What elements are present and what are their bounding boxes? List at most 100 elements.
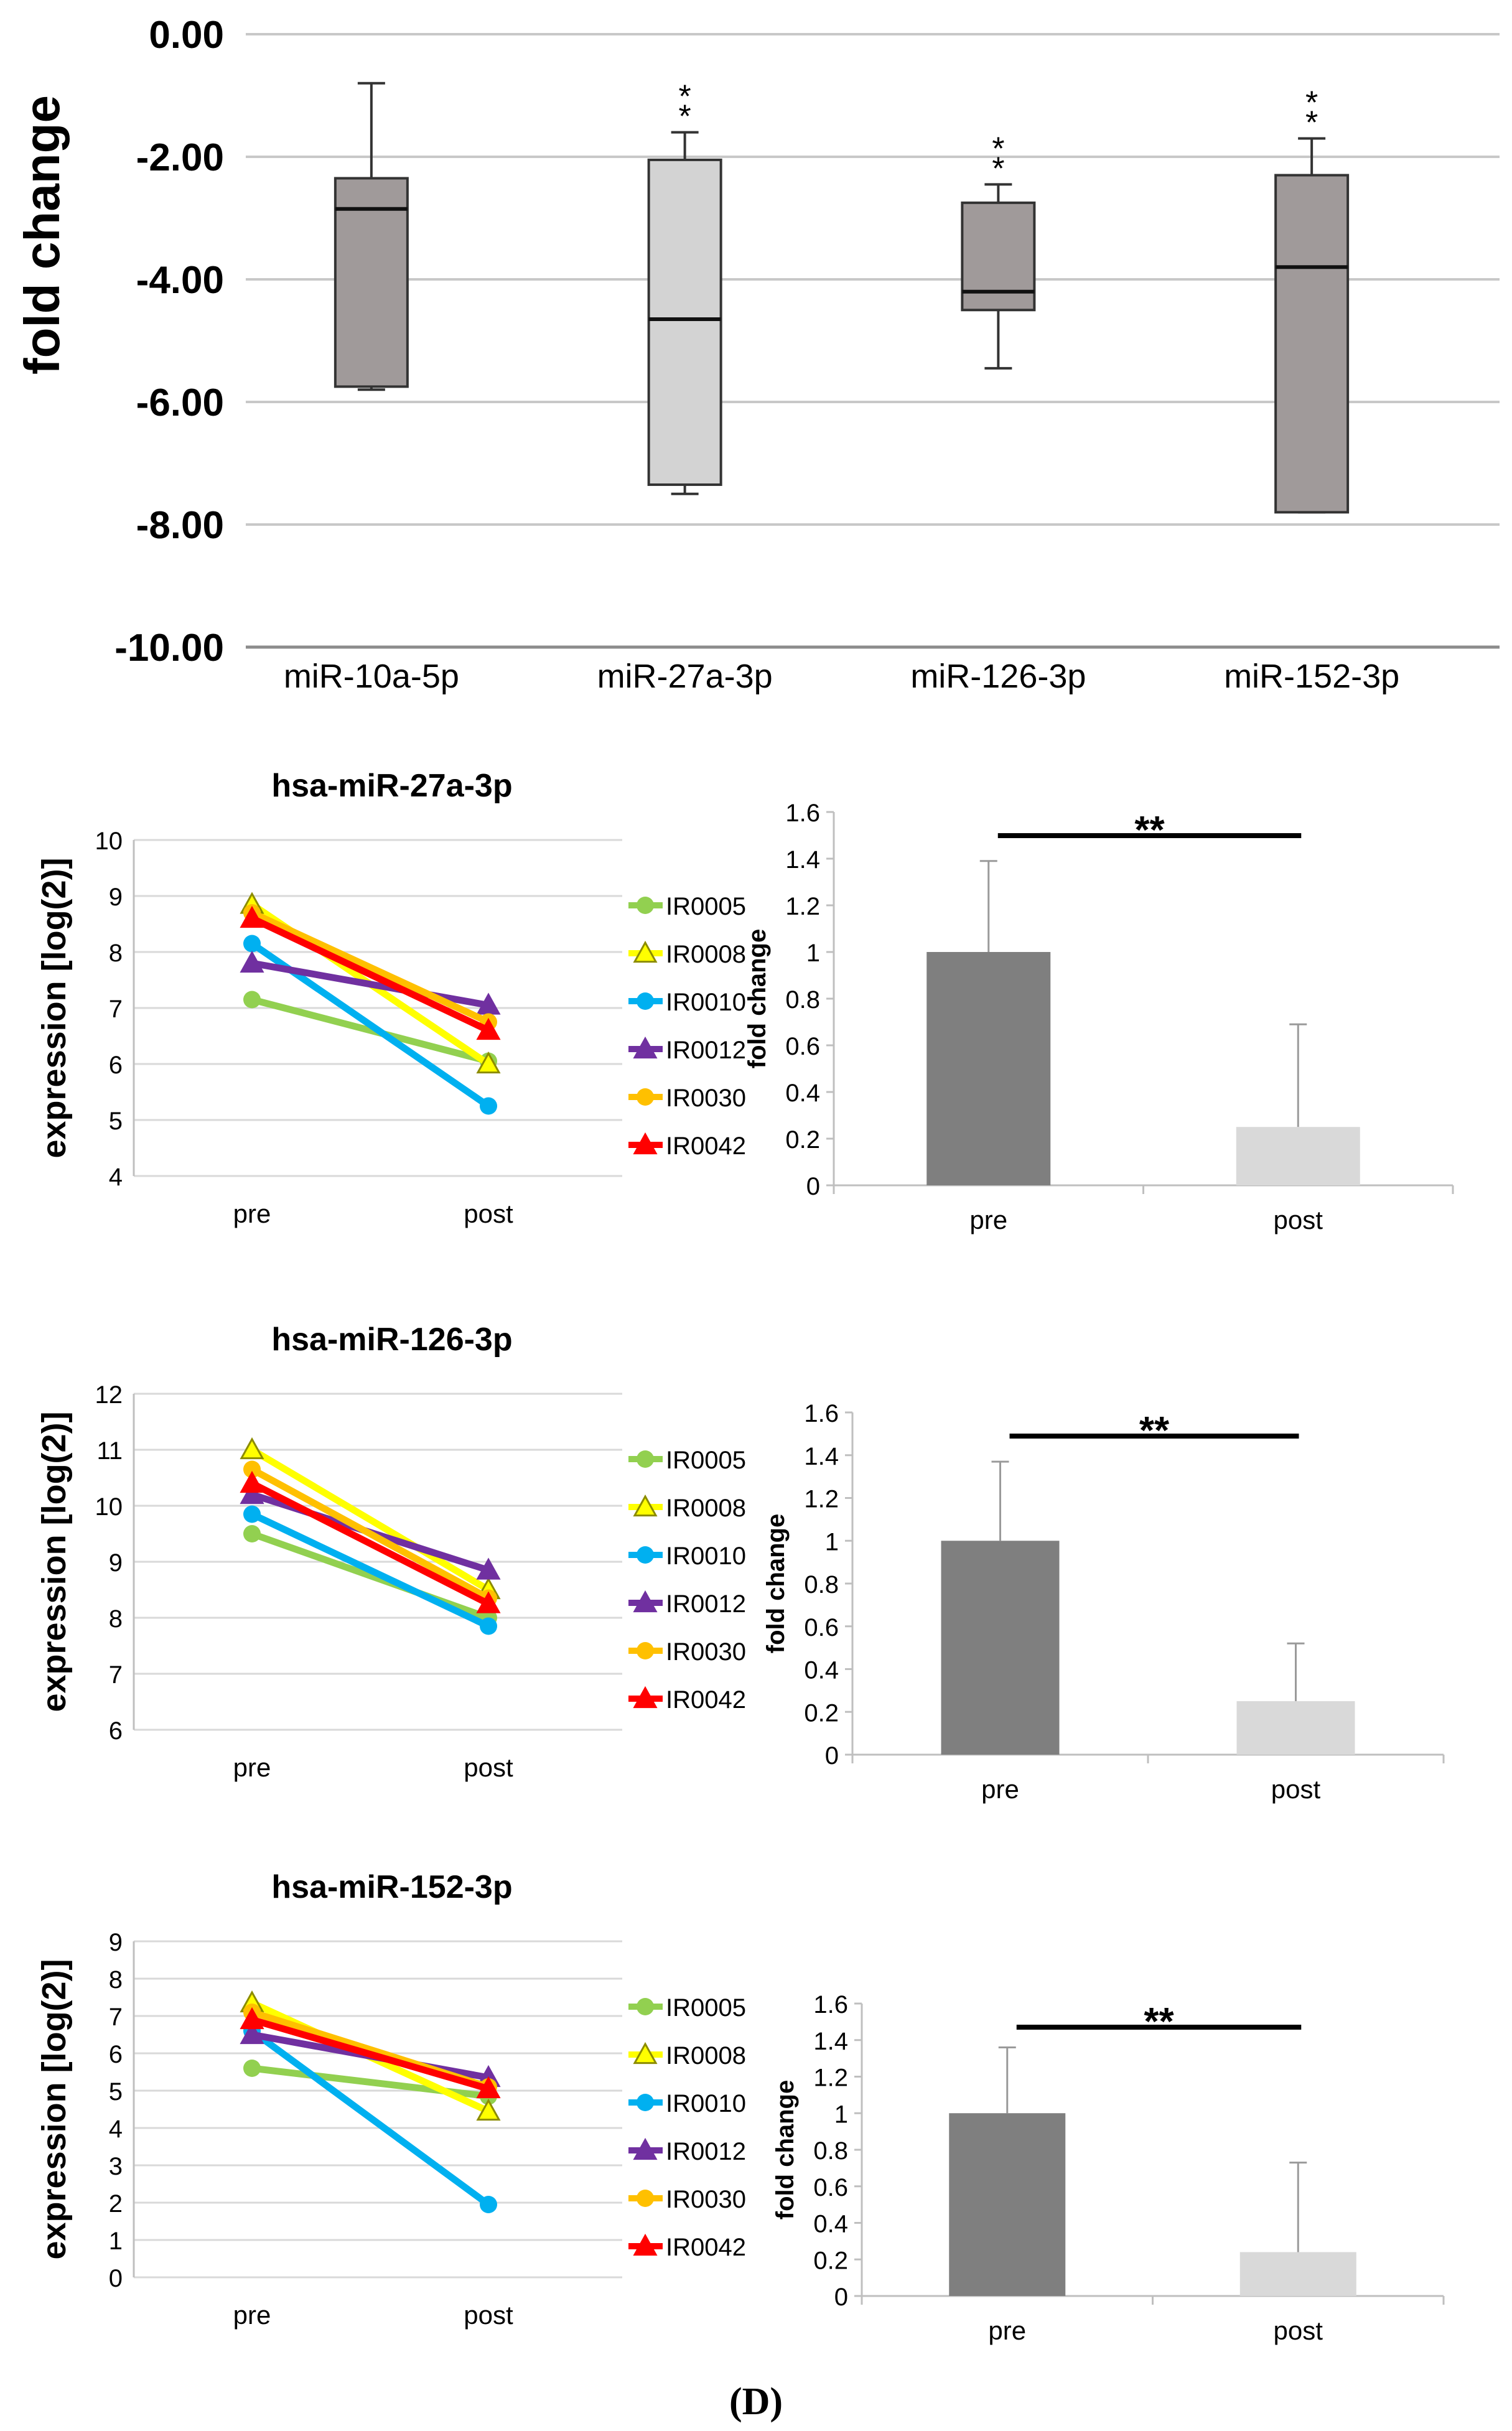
series-line <box>248 1480 492 1607</box>
y-tick-label: -6.00 <box>136 381 224 424</box>
chart-title: hsa-miR-126-3p <box>271 1322 512 1358</box>
series-line <box>248 2027 492 2208</box>
y-tick-label: 1.6 <box>804 1400 839 1427</box>
legend-marker <box>633 1590 658 1613</box>
y-axis-label: expression [log(2)] <box>35 857 73 1158</box>
legend-marker <box>633 1494 658 1517</box>
box-rect <box>647 158 722 486</box>
significance-star: * <box>679 99 691 135</box>
y-tick-label: 1.2 <box>813 2065 848 2092</box>
significance-star: * <box>1305 85 1318 121</box>
y-tick-label: 12 <box>95 1381 123 1409</box>
data-point <box>476 2076 501 2099</box>
y-tick-label: 0.00 <box>149 14 224 57</box>
legend-marker <box>637 1642 654 1659</box>
data-point <box>480 1097 497 1115</box>
x-tick-label: pre <box>233 1753 271 1782</box>
legend-marker <box>633 2233 658 2256</box>
y-tick-label: 7 <box>109 1661 123 1689</box>
series-IR0012: IR0012 <box>240 950 746 1064</box>
legend-marker <box>637 992 654 1010</box>
legend-label: IR0005 <box>666 1447 746 1474</box>
series-IR0005: IR0005 <box>243 1447 746 1626</box>
y-tick-label: 1.6 <box>813 1991 848 2018</box>
series-line <box>248 1511 492 1630</box>
series-line <box>248 959 492 1009</box>
y-tick-label: 1.2 <box>804 1486 839 1513</box>
bar-post <box>1236 1127 1360 1185</box>
legend-marker <box>633 1036 658 1059</box>
x-tick-label: pre <box>988 2316 1026 2345</box>
significance-label: ** <box>1139 1409 1170 1452</box>
y-tick-label: 1 <box>834 2101 848 2128</box>
data-point <box>476 1591 501 1613</box>
y-tick-label: 9 <box>109 1929 123 1956</box>
box-miR-27a-3p: ** <box>647 79 722 495</box>
x-tick-label: pre <box>981 1775 1019 1804</box>
x-tick-label: miR-152-3p <box>1224 658 1399 695</box>
data-point <box>243 2060 261 2077</box>
y-tick-label: 4 <box>109 2116 123 2143</box>
legend-label: IR0042 <box>666 1686 746 1714</box>
y-tick-label: 1.2 <box>785 893 820 920</box>
series-line <box>248 1446 492 1593</box>
panel-label: (D) <box>729 2381 783 2423</box>
series-line <box>248 1466 492 1602</box>
legend-label: IR0008 <box>666 1495 746 1522</box>
data-point <box>243 1460 261 1478</box>
legend-label: IR0010 <box>666 1542 746 1570</box>
legend-marker <box>637 1998 654 2015</box>
data-point <box>240 950 264 973</box>
y-tick-label: 0.4 <box>785 1080 820 1107</box>
box-miR-10a-5p <box>334 82 409 391</box>
x-tick-label: pre <box>969 1205 1007 1234</box>
series-line <box>248 996 492 1065</box>
x-tick-label: miR-10a-5p <box>284 658 459 695</box>
legend-label: IR0010 <box>666 2090 746 2117</box>
legend-marker <box>633 2041 658 2065</box>
series-IR0042: IR0042 <box>240 2007 746 2261</box>
y-axis-label: expression [log(2)] <box>35 1959 73 2259</box>
legend-marker <box>637 1450 654 1468</box>
y-tick-label: 8 <box>109 940 123 967</box>
y-tick-label: 0.6 <box>804 1614 839 1641</box>
legend-label: IR0008 <box>666 941 746 968</box>
data-point <box>240 1481 264 1505</box>
data-point <box>240 2022 264 2045</box>
legend-marker <box>633 940 658 963</box>
significance-star: * <box>992 131 1004 167</box>
y-tick-label: 0.8 <box>804 1571 839 1598</box>
data-point <box>476 1017 501 1040</box>
box-rect <box>334 177 409 388</box>
x-tick-label: post <box>1274 2316 1323 2345</box>
y-tick-label: -8.00 <box>136 504 224 547</box>
box-miR-152-3p: ** <box>1274 85 1350 514</box>
x-tick-label: post <box>464 2300 513 2330</box>
x-tick-label: post <box>1274 1205 1323 1234</box>
y-tick-label: 8 <box>109 1966 123 1994</box>
series-IR0005: IR0005 <box>243 893 746 1070</box>
legend-marker <box>637 2094 654 2111</box>
y-axis-label: fold change <box>14 95 70 375</box>
y-tick-label: 3 <box>109 2153 123 2180</box>
y-tick-label: 0 <box>834 2284 848 2311</box>
y-tick-label: 5 <box>109 2078 123 2106</box>
y-tick-label: 0.4 <box>804 1657 839 1684</box>
y-tick-label: 5 <box>109 1108 123 1135</box>
legend-label: IR0010 <box>666 989 746 1016</box>
y-tick-label: 2 <box>109 2190 123 2218</box>
legend-marker <box>633 1686 658 1709</box>
data-point <box>480 2196 497 2213</box>
legend-label: IR0005 <box>666 1994 746 2022</box>
y-axis-label: fold change <box>762 1514 790 1653</box>
x-tick-label: post <box>464 1753 513 1782</box>
significance-label: ** <box>1144 2000 1174 2043</box>
box-rect <box>961 201 1036 312</box>
y-tick-label: 10 <box>95 1493 123 1521</box>
y-tick-label: 11 <box>96 1437 123 1465</box>
x-tick-label: miR-27a-3p <box>597 658 773 695</box>
y-axis-label: expression [log(2)] <box>35 1411 73 1712</box>
y-tick-label: -2.00 <box>136 136 224 179</box>
bar-pre <box>949 2113 1066 2296</box>
